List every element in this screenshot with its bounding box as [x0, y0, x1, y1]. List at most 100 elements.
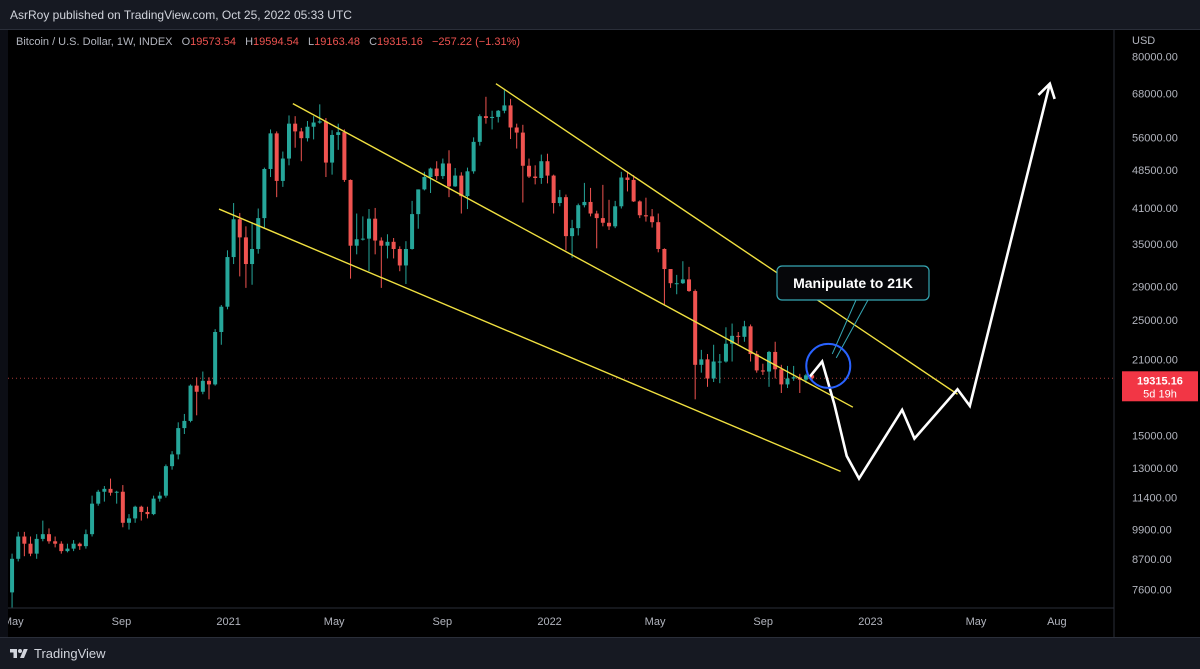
- candle-body: [736, 335, 741, 337]
- time-tick-label: 2021: [216, 616, 240, 628]
- candle-body: [317, 121, 322, 123]
- time-tick-label: May: [324, 616, 345, 628]
- candle-body: [588, 201, 593, 214]
- candle-body: [527, 165, 532, 177]
- candle-body: [545, 161, 550, 176]
- candle-body: [157, 495, 162, 499]
- candle-body: [250, 248, 255, 265]
- chart-frame[interactable]: Manipulate to 21K Bitcoin / U.S. Dollar,…: [3, 30, 1200, 637]
- close-value: 19315.16: [377, 36, 423, 48]
- candle-body: [145, 511, 150, 515]
- candle-body: [77, 543, 82, 547]
- candle-body: [699, 359, 704, 365]
- time-tick-label: May: [966, 616, 987, 628]
- candle-body: [434, 168, 439, 177]
- candle-body: [293, 123, 298, 132]
- candle-body: [600, 218, 605, 223]
- candle-body: [397, 248, 402, 266]
- candle-body: [10, 558, 15, 593]
- candle-body: [102, 488, 107, 492]
- price-chart[interactable]: Manipulate to 21K Bitcoin / U.S. Dollar,…: [3, 30, 1200, 637]
- candle-body: [71, 543, 76, 549]
- high-value: 19594.54: [253, 36, 299, 48]
- price-tick-label: 13000.00: [1132, 463, 1178, 475]
- candle-body: [299, 131, 304, 139]
- projection-path: [808, 81, 1056, 482]
- candle-body: [471, 141, 476, 172]
- symbol-name: Bitcoin / U.S. Dollar, 1W, INDEX: [16, 36, 173, 48]
- candle-body: [59, 543, 64, 552]
- candle-body: [90, 503, 95, 535]
- candle-body: [656, 222, 661, 249]
- price-tick-label: 21000.00: [1132, 354, 1178, 366]
- candle-body: [705, 359, 710, 379]
- published-header: AsrRoy published on TradingView.com, Oct…: [0, 0, 1200, 30]
- candle-body: [742, 326, 747, 337]
- projection-arrowhead: [1037, 81, 1056, 100]
- footer: TradingView: [0, 637, 1200, 669]
- tradingview-logo-icon: [10, 648, 28, 658]
- candle-body: [311, 122, 316, 127]
- price-tick-label: 15000.00: [1132, 431, 1178, 443]
- projection-line: [808, 83, 1052, 482]
- candle-body: [773, 351, 778, 370]
- candle-body: [748, 326, 753, 355]
- candle-body: [803, 375, 808, 380]
- candle-body: [126, 518, 131, 523]
- candle-body: [268, 133, 273, 169]
- low-value: 19163.48: [314, 36, 360, 48]
- candle-body: [693, 291, 698, 365]
- candle-body: [65, 548, 70, 552]
- time-tick-label: May: [645, 616, 666, 628]
- candle-body: [754, 354, 759, 371]
- brand[interactable]: TradingView: [10, 646, 106, 661]
- candle-body: [391, 241, 396, 249]
- candle-body: [237, 219, 242, 238]
- candle-body: [46, 534, 51, 542]
- candle-body: [810, 375, 815, 379]
- candle-body: [717, 361, 722, 363]
- candle-body: [680, 279, 685, 284]
- candle-body: [465, 171, 470, 197]
- price-tick-label: 68000.00: [1132, 88, 1178, 100]
- candle-body: [16, 536, 21, 559]
- candle-body: [453, 175, 458, 187]
- trendline-outer-upper: [495, 83, 958, 395]
- candle-body: [668, 269, 673, 284]
- candle-body: [674, 283, 679, 285]
- candle-body: [114, 491, 119, 493]
- price-tick-label: 80000.00: [1132, 52, 1178, 64]
- time-axis: May Sep 2021 May Sep 2022 May Sep 2023 May Aug: [3, 607, 1114, 628]
- candle-body: [791, 377, 796, 379]
- candle-body: [643, 215, 648, 217]
- candle-body: [650, 216, 655, 223]
- time-tick-label: 2023: [858, 616, 882, 628]
- price-tick-label: 11400.00: [1132, 493, 1177, 505]
- candle-body: [213, 331, 218, 385]
- last-price-value: 19315.16: [1137, 375, 1183, 387]
- candle-body: [557, 197, 562, 204]
- candle-body: [108, 488, 113, 493]
- candle-body: [219, 306, 224, 332]
- candle-body: [83, 534, 88, 547]
- candle-body: [576, 205, 581, 229]
- candle-body: [274, 133, 279, 181]
- candle-body: [539, 161, 544, 178]
- time-tick-label: Aug: [1047, 616, 1067, 628]
- candle-body: [785, 378, 790, 385]
- candle-body: [520, 132, 525, 166]
- candle-body: [182, 420, 187, 429]
- candle-body: [607, 222, 612, 227]
- trendline-channel-lower: [218, 208, 841, 473]
- candle-body: [613, 206, 618, 227]
- brand-name: TradingView: [34, 646, 106, 661]
- candle-body: [188, 385, 193, 421]
- candle-body: [379, 240, 384, 246]
- candle-body: [176, 428, 181, 455]
- currency-label: USD: [1132, 35, 1155, 47]
- candle-body: [625, 177, 630, 180]
- countdown-value: 5d 19h: [1143, 388, 1177, 400]
- price-tick-label: 35000.00: [1132, 239, 1178, 251]
- candle-body: [373, 218, 378, 241]
- candle-body: [760, 370, 765, 372]
